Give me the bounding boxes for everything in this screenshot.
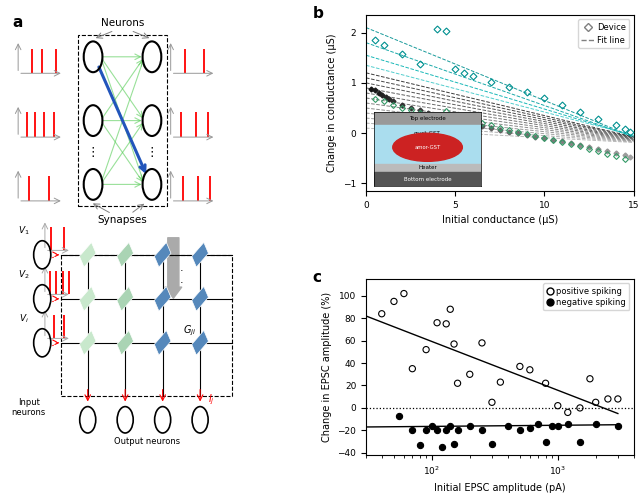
Legend: positive spiking, negative spiking: positive spiking, negative spiking: [543, 283, 629, 310]
Polygon shape: [79, 330, 96, 355]
Text: $G_{ji}$: $G_{ji}$: [183, 324, 196, 338]
Text: c: c: [312, 270, 321, 285]
X-axis label: Initial conductance (μS): Initial conductance (μS): [442, 216, 558, 226]
Legend: Device, Fit line: Device, Fit line: [578, 19, 629, 48]
Point: [407, 426, 417, 434]
Y-axis label: Change in conductance (μS): Change in conductance (μS): [328, 34, 337, 172]
Point: [445, 306, 456, 314]
Point: [575, 438, 585, 446]
Point: [415, 441, 425, 449]
Text: $I_j$: $I_j$: [208, 393, 215, 407]
Polygon shape: [154, 242, 171, 267]
Point: [487, 398, 497, 406]
Point: [421, 346, 431, 354]
Text: Output neurons: Output neurons: [113, 438, 180, 446]
Polygon shape: [192, 286, 209, 311]
Polygon shape: [154, 286, 171, 311]
Point: [432, 426, 442, 434]
Point: [436, 443, 447, 451]
Point: [591, 398, 601, 406]
Polygon shape: [117, 330, 134, 355]
Bar: [61, 255, 232, 396]
Point: [452, 380, 463, 388]
Text: ·
·: · ·: [180, 266, 183, 287]
Polygon shape: [79, 286, 96, 311]
Polygon shape: [192, 330, 209, 355]
Text: ⋮: ⋮: [87, 146, 99, 159]
Point: [399, 290, 409, 298]
Point: [487, 440, 497, 448]
Point: [427, 422, 437, 430]
Point: [591, 420, 601, 428]
Text: $V_i$: $V_i$: [19, 312, 28, 325]
Point: [603, 395, 613, 403]
Point: [563, 420, 573, 428]
Point: [376, 310, 387, 318]
Polygon shape: [154, 330, 171, 355]
Text: Synapses: Synapses: [98, 215, 147, 225]
Text: $V_1$: $V_1$: [18, 224, 29, 237]
Point: [441, 320, 451, 328]
Point: [394, 412, 404, 420]
Point: [465, 370, 475, 378]
Point: [407, 364, 417, 372]
Point: [445, 422, 456, 430]
Point: [533, 420, 543, 428]
Point: [495, 378, 506, 386]
Point: [515, 362, 525, 370]
Polygon shape: [192, 242, 209, 267]
Point: [515, 426, 525, 434]
Point: [563, 408, 573, 416]
Text: a: a: [13, 15, 23, 30]
Point: [525, 424, 535, 432]
Point: [612, 395, 623, 403]
Point: [452, 426, 463, 434]
Text: ⋮: ⋮: [146, 146, 158, 159]
Text: b: b: [312, 6, 323, 21]
Point: [449, 440, 459, 448]
Point: [465, 422, 475, 430]
Polygon shape: [79, 242, 96, 267]
Point: [432, 318, 442, 326]
Text: $V_2$: $V_2$: [18, 268, 29, 281]
FancyArrowPatch shape: [165, 238, 182, 298]
Y-axis label: Change in EPSC amplitude (%): Change in EPSC amplitude (%): [322, 292, 332, 442]
Point: [421, 426, 431, 434]
Point: [540, 438, 550, 446]
Point: [540, 380, 550, 388]
Bar: [78, 35, 166, 206]
Text: Neurons: Neurons: [101, 18, 144, 28]
Point: [449, 340, 459, 348]
Point: [502, 422, 513, 430]
Point: [477, 426, 487, 434]
Point: [575, 404, 585, 412]
Point: [585, 375, 595, 383]
Point: [441, 426, 451, 434]
Point: [553, 422, 563, 430]
Point: [612, 422, 623, 430]
Point: [477, 339, 487, 347]
Text: Input
neurons: Input neurons: [12, 398, 46, 417]
Point: [389, 298, 399, 306]
X-axis label: Initial EPSC amplitude (pA): Initial EPSC amplitude (pA): [434, 482, 566, 492]
Point: [553, 402, 563, 409]
Point: [547, 422, 557, 430]
Polygon shape: [117, 242, 134, 267]
Polygon shape: [117, 286, 134, 311]
Point: [525, 366, 535, 374]
